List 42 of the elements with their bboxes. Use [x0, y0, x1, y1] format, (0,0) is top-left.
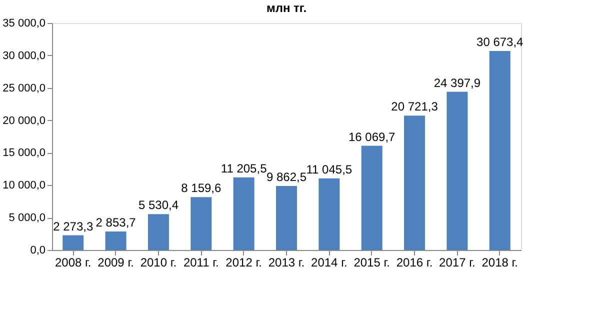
- bar: [489, 51, 510, 250]
- y-tick-label: 15 000,0: [2, 147, 46, 160]
- bar: [276, 186, 297, 250]
- x-tick-label: 2010 г.: [140, 256, 177, 270]
- data-label: 20 721,3: [391, 100, 438, 114]
- bar: [148, 214, 169, 250]
- data-label: 2 853,7: [96, 215, 136, 230]
- data-label: 8 159,6: [181, 181, 222, 196]
- data-label: 24 397,9: [434, 76, 481, 90]
- y-tick-label: 30 000,0: [2, 50, 46, 62]
- x-tick-label: 2015 г.: [354, 256, 390, 270]
- bar: [233, 177, 254, 250]
- bar: [361, 146, 382, 250]
- y-tick-label: 10 000,0: [2, 180, 46, 192]
- bar: [318, 178, 340, 250]
- x-tick-label: 2016 г.: [396, 256, 433, 270]
- data-label: 11 045,5: [306, 162, 352, 176]
- bar: [404, 116, 426, 250]
- chart-title: млн тг.: [266, 1, 307, 15]
- x-tick-label: 2014 г.: [311, 256, 348, 270]
- data-label: 16 069,7: [348, 130, 396, 144]
- y-tick-label: 25 000,0: [2, 82, 46, 94]
- x-tick-label: 2008 г.: [54, 256, 92, 270]
- data-label: 30 673,4: [476, 35, 524, 50]
- x-tick-label: 2018 г.: [482, 256, 518, 270]
- data-label: 9 862,5: [266, 170, 307, 184]
- y-tick-label: 20 000,0: [2, 114, 46, 127]
- y-tick-label: 5 000,0: [8, 212, 46, 224]
- x-tick-label: 2012 г.: [226, 256, 262, 270]
- bar: [190, 197, 212, 250]
- x-tick-label: 2009 г.: [98, 256, 134, 270]
- data-label: 2 273,3: [53, 219, 94, 234]
- y-tick-label: 35 000,0: [2, 18, 46, 30]
- data-label: 11 205,5: [220, 161, 268, 176]
- bar: [446, 92, 468, 250]
- data-label: 5 530,4: [138, 198, 179, 212]
- x-tick-label: 2011 г.: [183, 256, 219, 270]
- y-tick-label: 0,0: [30, 244, 46, 256]
- x-tick-label: 2017 г.: [439, 256, 476, 270]
- bar: [105, 231, 126, 250]
- x-tick-label: 2013 г.: [268, 256, 305, 270]
- bar: [62, 235, 84, 250]
